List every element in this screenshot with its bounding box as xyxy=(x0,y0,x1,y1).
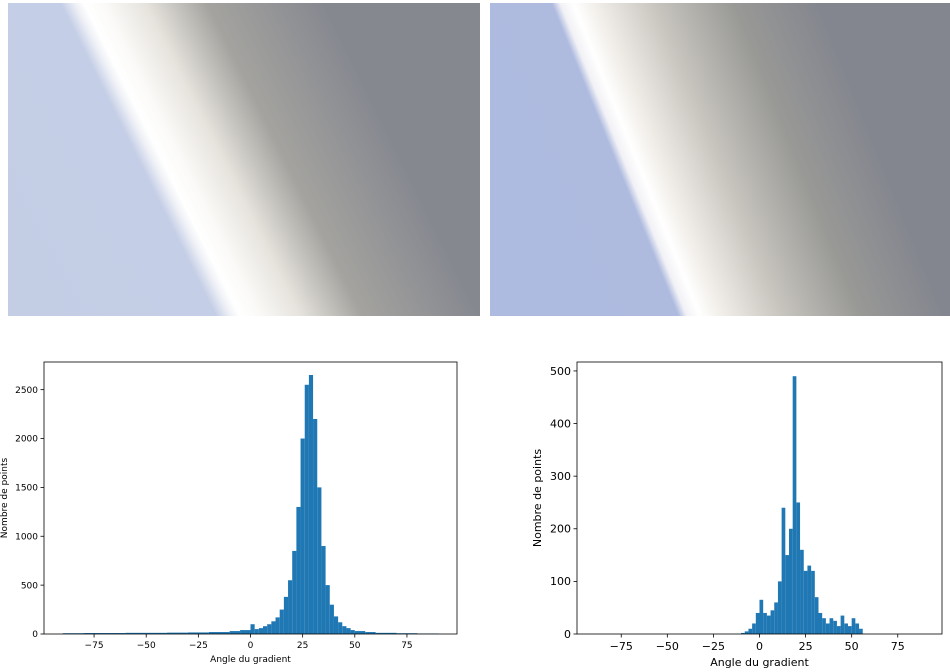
histogram-bar xyxy=(852,618,856,634)
histogram-bar xyxy=(334,616,338,634)
histogram-bar xyxy=(309,375,313,634)
histogram-bar xyxy=(774,602,778,634)
x-tick-label: 25 xyxy=(297,641,308,651)
x-tick-label: 0 xyxy=(248,641,254,651)
histogram-bar xyxy=(305,385,309,634)
x-tick-label: −75 xyxy=(610,640,633,653)
x-tick-label: 75 xyxy=(401,641,412,651)
histogram-bar xyxy=(321,546,325,634)
histogram-bar xyxy=(301,439,305,634)
x-tick-label: −75 xyxy=(85,641,104,651)
x-tick-label: 0 xyxy=(756,640,763,653)
histogram-bar xyxy=(771,610,775,634)
histogram-bar xyxy=(807,566,811,634)
histogram-bar xyxy=(785,555,789,634)
histogram-bar xyxy=(230,631,240,634)
histogram-bar xyxy=(763,613,767,634)
histogram-bar xyxy=(841,616,845,634)
y-tick-label: 2000 xyxy=(15,435,38,445)
histogram-bar xyxy=(800,550,804,634)
histogram-bar xyxy=(756,613,760,634)
plot-frame xyxy=(577,362,942,634)
y-tick-label: 100 xyxy=(550,575,571,588)
histogram-bar xyxy=(811,571,815,634)
histogram-bar xyxy=(859,629,863,634)
y-tick-label: 1500 xyxy=(15,484,38,494)
histogram-bar xyxy=(338,622,342,634)
histogram-bar xyxy=(346,628,350,634)
x-tick-label: 50 xyxy=(349,641,361,651)
histogram-bar xyxy=(778,581,782,634)
histogram-bar xyxy=(804,571,808,634)
y-tick-label: 200 xyxy=(550,523,571,536)
x-tick-label: 75 xyxy=(891,640,905,653)
histogram-bar xyxy=(760,600,764,634)
x-tick-label: 25 xyxy=(799,640,813,653)
x-tick-label: −25 xyxy=(189,641,208,651)
histogram-bar xyxy=(263,626,267,634)
histogram-bar xyxy=(280,610,284,634)
histogram-bar xyxy=(782,508,786,634)
y-axis-label: Nombre de points xyxy=(0,458,10,539)
histogram-bar xyxy=(255,629,259,634)
histogram-bar xyxy=(284,597,288,634)
histogram-bar xyxy=(837,626,841,634)
histogram-bar xyxy=(267,624,271,634)
x-axis-label: Angle du gradient xyxy=(710,656,809,668)
histogram-bar xyxy=(240,630,250,634)
histogram-bar xyxy=(296,507,300,634)
x-tick-label: −50 xyxy=(137,641,156,651)
y-tick-label: 0 xyxy=(32,630,38,640)
histogram-bar xyxy=(259,628,263,634)
histogram-bar xyxy=(822,618,826,634)
y-tick-label: 300 xyxy=(550,470,571,483)
histogram-bar xyxy=(313,419,317,634)
histogram-bar xyxy=(844,623,848,634)
y-tick-label: 500 xyxy=(21,581,38,591)
histogram-bar xyxy=(276,617,280,634)
histogram-bar xyxy=(818,613,822,634)
y-axis-label: Nombre de points xyxy=(531,449,544,548)
x-axis-label: Angle du gradient xyxy=(210,655,291,665)
y-tick-label: 0 xyxy=(564,628,571,641)
y-tick-label: 400 xyxy=(550,417,571,430)
histogram-bar xyxy=(330,605,334,634)
histogram-bar xyxy=(355,631,365,634)
histogram-bar xyxy=(796,502,800,634)
histogram-bar xyxy=(752,623,756,634)
histogram-bar xyxy=(830,618,834,634)
histogram-bar xyxy=(342,626,346,634)
plot-frame xyxy=(44,362,457,634)
histogram-bar xyxy=(833,621,837,634)
histogram-bar xyxy=(793,376,797,634)
histogram-bar xyxy=(251,624,255,634)
photo-left xyxy=(8,3,480,316)
histogram-bar xyxy=(826,623,830,634)
histogram-bar xyxy=(326,585,330,634)
y-tick-label: 2500 xyxy=(15,386,38,396)
histogram-bar xyxy=(288,580,292,634)
x-tick-label: −25 xyxy=(702,640,725,653)
histogram-bar xyxy=(848,626,852,634)
photo-right xyxy=(490,3,950,316)
x-tick-label: 50 xyxy=(845,640,859,653)
histogram-bar xyxy=(789,529,793,634)
histogram-bar xyxy=(767,616,771,634)
histogram-bar xyxy=(292,551,296,634)
y-tick-label: 500 xyxy=(550,365,571,378)
histogram-bar xyxy=(815,597,819,634)
histogram-bar xyxy=(855,623,859,634)
histogram-bar xyxy=(351,630,355,634)
histogram-bar xyxy=(271,621,275,634)
histogram-bar xyxy=(748,629,752,634)
histogram-bar xyxy=(317,487,321,634)
x-tick-label: −50 xyxy=(656,640,679,653)
y-tick-label: 1000 xyxy=(15,532,38,542)
